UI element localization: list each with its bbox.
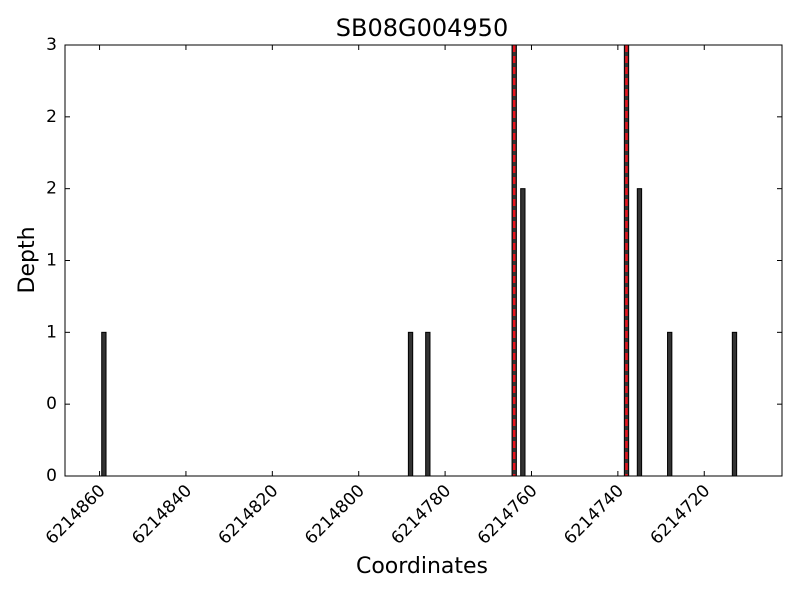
y-tick-label: 1	[46, 322, 57, 342]
x-tick-label: 6214740	[560, 481, 628, 549]
y-tick-label: 2	[46, 179, 57, 199]
bar	[636, 188, 643, 477]
x-tick-label: 6214860	[42, 481, 110, 549]
bar	[425, 331, 431, 477]
plot-frame	[64, 44, 783, 477]
y-tick-label: 2	[46, 107, 57, 127]
x-tick-label: 6214760	[474, 481, 542, 549]
x-tick-label: 6214780	[387, 481, 455, 549]
y-tick-label: 1	[46, 251, 57, 271]
x-tick-label: 6214720	[647, 481, 715, 549]
y-tick-label: 0	[46, 394, 57, 414]
x-tick-label: 6214820	[215, 481, 283, 549]
y-axis-label: Depth	[15, 226, 40, 293]
x-tick-label: 6214840	[128, 481, 196, 549]
y-tick-label: 3	[46, 35, 57, 55]
x-tick-label: 6214800	[301, 481, 369, 549]
bar	[731, 331, 738, 477]
bar	[520, 188, 526, 477]
chart-title: SB08G004950	[336, 14, 508, 42]
bar	[667, 331, 673, 477]
y-tick-label: 0	[46, 466, 57, 486]
bar	[407, 331, 414, 477]
x-axis-label: Coordinates	[356, 554, 488, 579]
bar	[101, 331, 107, 477]
